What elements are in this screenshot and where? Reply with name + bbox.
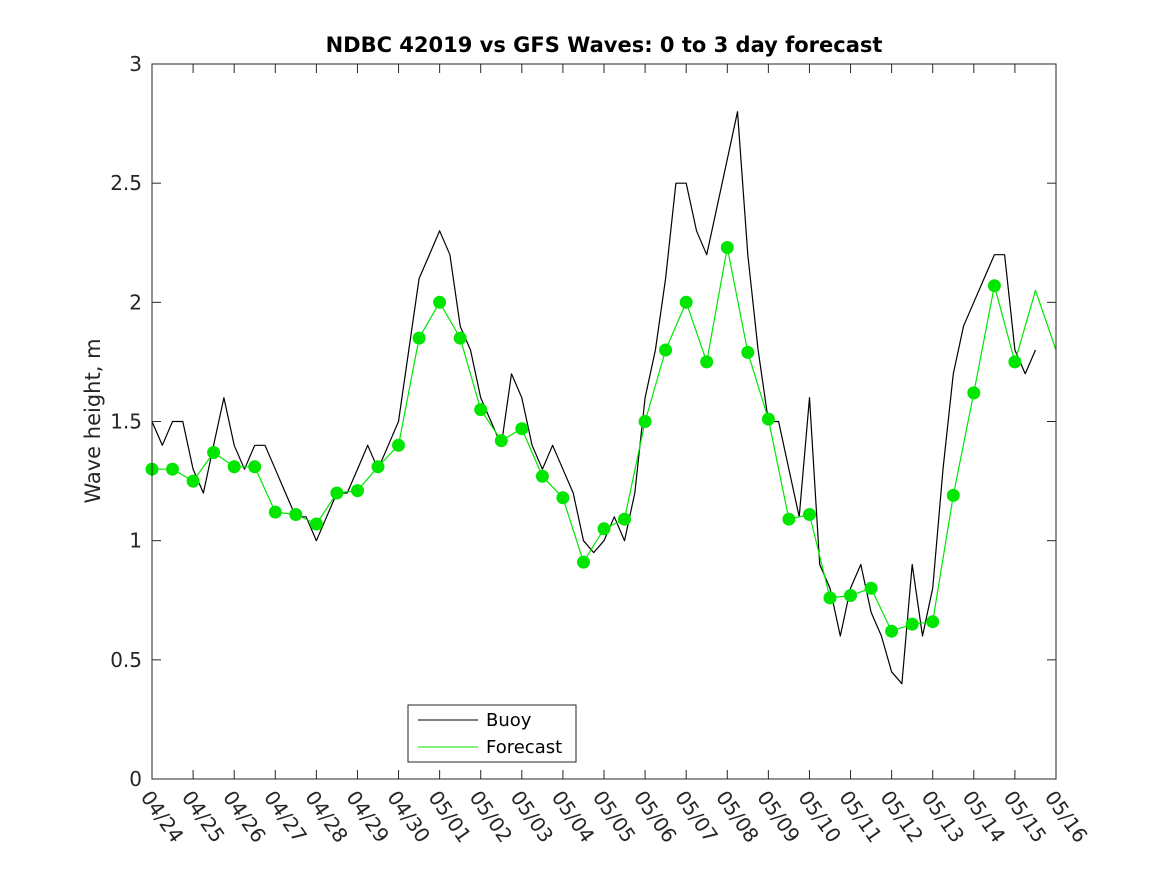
forecast-marker [720,241,734,254]
forecast-marker [679,295,693,309]
forecast-marker [967,386,981,400]
forecast-marker [946,488,960,502]
forecast-marker [638,415,652,428]
forecast-marker [577,555,590,569]
forecast-marker [885,624,899,638]
forecast-marker [515,422,529,436]
forecast-marker [535,469,549,483]
forecast-marker [474,403,488,417]
forecast-marker [453,331,467,345]
forecast-marker [864,581,878,595]
forecast-marker [823,591,837,605]
plot-area [152,64,1056,779]
forecast-marker [844,589,857,602]
forecast-marker [700,355,714,369]
forecast-marker [351,484,364,498]
forecast-marker [926,615,940,629]
legend-forecast-label: Forecast [486,737,562,758]
legend-box [407,704,577,763]
forecast-marker [987,279,1001,293]
forecast-marker [782,512,796,526]
chart-title: NDBC 42019 vs GFS Waves: 0 to 3 day fore… [326,33,883,57]
y-tick-label: 1 [129,529,142,553]
y-tick-label: 0 [129,767,142,791]
y-tick-label: 1.5 [110,410,142,434]
forecast-marker [412,331,426,345]
forecast-marker [166,462,179,476]
y-tick-label: 3 [129,52,142,76]
legend: Buoy Forecast [407,704,577,763]
forecast-marker [289,508,303,521]
y-tick-label: 2 [129,290,142,314]
forecast-marker [761,412,775,426]
y-tick-label: 0.5 [110,648,142,672]
y-tick-label: 2.5 [110,171,142,195]
forecast-marker [597,522,611,536]
forecast-marker [207,446,221,459]
forecast-marker [371,460,385,474]
y-axis-label: Wave height, m [81,338,105,503]
forecast-marker [556,491,570,505]
forecast-marker [905,617,919,631]
forecast-marker [433,295,447,309]
forecast-marker [494,434,508,448]
forecast-marker [803,508,816,521]
forecast-marker [268,505,282,519]
forecast-marker [741,345,755,359]
forecast-marker [186,474,200,488]
forecast-marker [330,486,344,500]
forecast-marker [248,460,262,474]
legend-buoy-label: Buoy [486,710,532,731]
forecast-marker [309,517,323,531]
forecast-marker [1008,355,1022,369]
forecast-marker [659,343,673,357]
forecast-marker [618,512,631,526]
forecast-marker [227,460,241,474]
forecast-marker [392,438,405,452]
